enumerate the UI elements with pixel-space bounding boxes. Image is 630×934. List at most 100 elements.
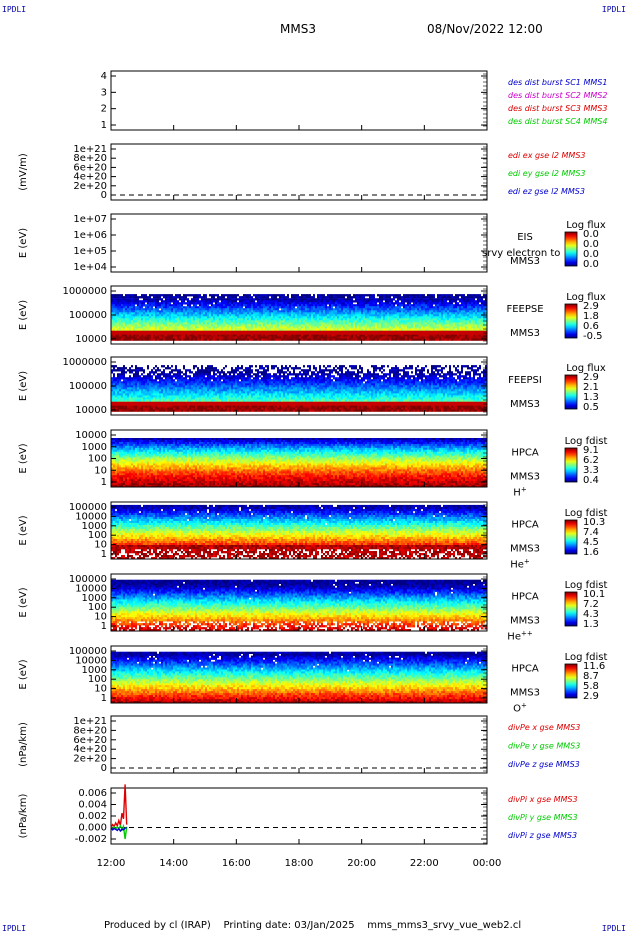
heatmap-cell: [157, 326, 159, 328]
heatmap-cell: [333, 324, 335, 326]
heatmap-cell: [173, 314, 175, 316]
heatmap-cell: [351, 322, 353, 324]
heatmap-cell: [243, 314, 245, 316]
heatmap-cell: [203, 302, 205, 304]
heatmap-cell: [401, 324, 403, 326]
heatmap-cell: [303, 314, 305, 316]
heatmap-cell: [161, 304, 163, 306]
heatmap-cell: [347, 294, 349, 296]
heatmap-cell: [359, 318, 361, 320]
heatmap-cell: [167, 306, 169, 308]
heatmap-cell: [337, 337, 339, 339]
heatmap-cell: [145, 304, 147, 306]
heatmap-cell: [117, 406, 119, 408]
heatmap-cell: [161, 314, 163, 316]
heatmap-cell: [139, 389, 141, 391]
heatmap-cell: [187, 337, 189, 339]
heatmap-cell: [285, 300, 287, 302]
heatmap-cell: [251, 318, 253, 320]
heatmap-cell: [131, 300, 133, 302]
heatmap-cell: [389, 318, 391, 320]
heatmap-cell: [181, 300, 183, 302]
heatmap-cell: [255, 339, 257, 341]
heatmap-cell: [199, 294, 201, 296]
heatmap-cell: [457, 306, 459, 308]
heatmap-cell: [465, 296, 467, 298]
heatmap-cell: [409, 296, 411, 298]
heatmap-cell: [295, 300, 297, 302]
heatmap-cell: [295, 308, 297, 310]
heatmap-cell: [245, 326, 247, 328]
heatmap-cell: [301, 302, 303, 304]
heatmap-cell: [449, 302, 451, 304]
heatmap-cell: [181, 310, 183, 312]
heatmap-cell: [173, 324, 175, 326]
heatmap-cell: [209, 316, 211, 318]
heatmap-cell: [163, 294, 165, 296]
heatmap-cell: [173, 308, 175, 310]
heatmap-cell: [341, 302, 343, 304]
heatmap-cell: [259, 300, 261, 302]
heatmap-cell: [477, 296, 479, 298]
heatmap-cell: [157, 393, 159, 395]
heatmap-cell: [221, 328, 223, 330]
heatmap-cell: [227, 294, 229, 296]
heatmap-cell: [365, 312, 367, 314]
heatmap-cell: [411, 294, 413, 296]
heatmap-cell: [249, 339, 251, 341]
heatmap-cell: [235, 302, 237, 304]
heatmap-cell: [117, 328, 119, 330]
heatmap-cell: [407, 306, 409, 308]
heatmap-cell: [141, 387, 143, 389]
heatmap-cell: [355, 322, 357, 324]
heatmap-cell: [305, 316, 307, 318]
heatmap-cell: [125, 298, 127, 300]
heatmap-cell: [369, 316, 371, 318]
heatmap-cell: [381, 302, 383, 304]
heatmap-cell: [273, 322, 275, 324]
heatmap-cell: [223, 298, 225, 300]
heatmap-cell: [359, 316, 361, 318]
heatmap-cell: [277, 335, 279, 337]
heatmap-cell: [243, 296, 245, 298]
heatmap-cell: [199, 322, 201, 324]
heatmap-cell: [311, 339, 313, 341]
heatmap-cell: [133, 310, 135, 312]
heatmap-cell: [245, 312, 247, 314]
heatmap-cell: [267, 308, 269, 310]
heatmap-cell: [123, 373, 125, 375]
heatmap-cell: [233, 296, 235, 298]
heatmap-cell: [373, 316, 375, 318]
heatmap-cell: [223, 314, 225, 316]
heatmap-cell: [447, 339, 449, 341]
heatmap-cell: [149, 377, 151, 379]
heatmap-cell: [339, 298, 341, 300]
heatmap-cell: [391, 320, 393, 322]
heatmap-cell: [155, 310, 157, 312]
heatmap-cell: [147, 379, 149, 381]
heatmap-cell: [481, 302, 483, 304]
heatmap-cell: [317, 298, 319, 300]
heatmap-cell: [275, 318, 277, 320]
heatmap-cell: [143, 310, 145, 312]
heatmap-cell: [385, 300, 387, 302]
heatmap-cell: [123, 326, 125, 328]
heatmap-cell: [377, 312, 379, 314]
heatmap-cell: [217, 312, 219, 314]
heatmap-cell: [459, 314, 461, 316]
heatmap-cell: [219, 296, 221, 298]
heatmap-cell: [315, 302, 317, 304]
heatmap-cell: [165, 391, 167, 393]
heatmap-cell: [335, 316, 337, 318]
heatmap-cell: [387, 318, 389, 320]
heatmap-cell: [161, 310, 163, 312]
heatmap-cell: [121, 377, 123, 379]
heatmap-cell: [443, 310, 445, 312]
heatmap-cell: [263, 298, 265, 300]
heatmap-cell: [263, 318, 265, 320]
heatmap-cell: [207, 298, 209, 300]
heatmap-cell: [285, 306, 287, 308]
heatmap-cell: [371, 296, 373, 298]
heatmap-cell: [265, 296, 267, 298]
heatmap-cell: [115, 369, 117, 371]
